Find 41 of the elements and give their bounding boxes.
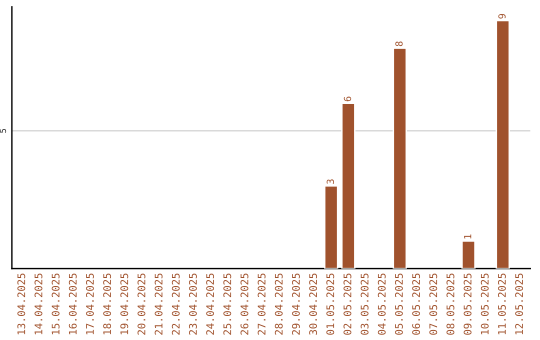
x-tick-label: 24.04.2025	[206, 274, 214, 335]
x-tick-label: 19.04.2025	[120, 274, 128, 334]
x-tick-label: 07.05.2025	[429, 274, 438, 335]
x-tick-label: 26.04.2025	[240, 274, 248, 335]
x-tick-label: 17.04.2025	[86, 274, 94, 334]
x-tick-label: 25.04.2025	[223, 274, 232, 335]
x-tick-label: 18.04.2025	[103, 274, 112, 334]
x-tick-label: 20.04.2025	[138, 274, 146, 335]
bar	[392, 47, 407, 269]
x-tick-label: 03.05.2025	[360, 274, 369, 335]
x-tick-label: 21.04.2025	[154, 274, 163, 335]
x-tick-label: 02.05.2025	[343, 274, 352, 335]
y-tick-label: 5	[0, 128, 6, 133]
x-tick-label: 29.04.2025	[292, 274, 300, 335]
x-tick-label: 08.05.2025	[446, 274, 454, 335]
bar	[496, 20, 510, 269]
bar	[324, 185, 338, 269]
data-label: 1	[464, 234, 472, 238]
x-tick-label: 28.04.2025	[274, 274, 283, 335]
x-tick-label: 09.05.2025	[464, 274, 472, 335]
x-tick-label: 23.04.2025	[189, 274, 197, 335]
x-tick-label: 10.05.2025	[480, 274, 489, 334]
x-tick-label: 16.04.2025	[68, 274, 77, 334]
x-tick-label: 22.04.2025	[172, 274, 180, 335]
x-tick-label: 13.04.2025	[17, 274, 26, 334]
data-label: 3	[326, 179, 334, 184]
data-label: 9	[498, 14, 506, 19]
x-tick-label: 14.04.2025	[34, 274, 42, 334]
x-tick-label: 05.05.2025	[394, 274, 403, 335]
x-tick-label: 01.05.2025	[326, 274, 334, 335]
x-tick-label: 15.04.2025	[52, 274, 60, 334]
x-tick-label: 30.04.2025	[309, 274, 318, 335]
bar	[341, 102, 356, 269]
bar	[461, 240, 476, 269]
data-label: 6	[344, 96, 352, 102]
x-tick-label: 06.05.2025	[412, 274, 420, 335]
data-label: 8	[395, 42, 403, 46]
x-tick-label: 04.05.2025	[378, 274, 386, 335]
x-tick-label: 27.04.2025	[258, 274, 266, 335]
x-tick-label: 11.05.2025	[498, 274, 506, 334]
x-tick-label: 12.05.2025	[515, 274, 524, 334]
